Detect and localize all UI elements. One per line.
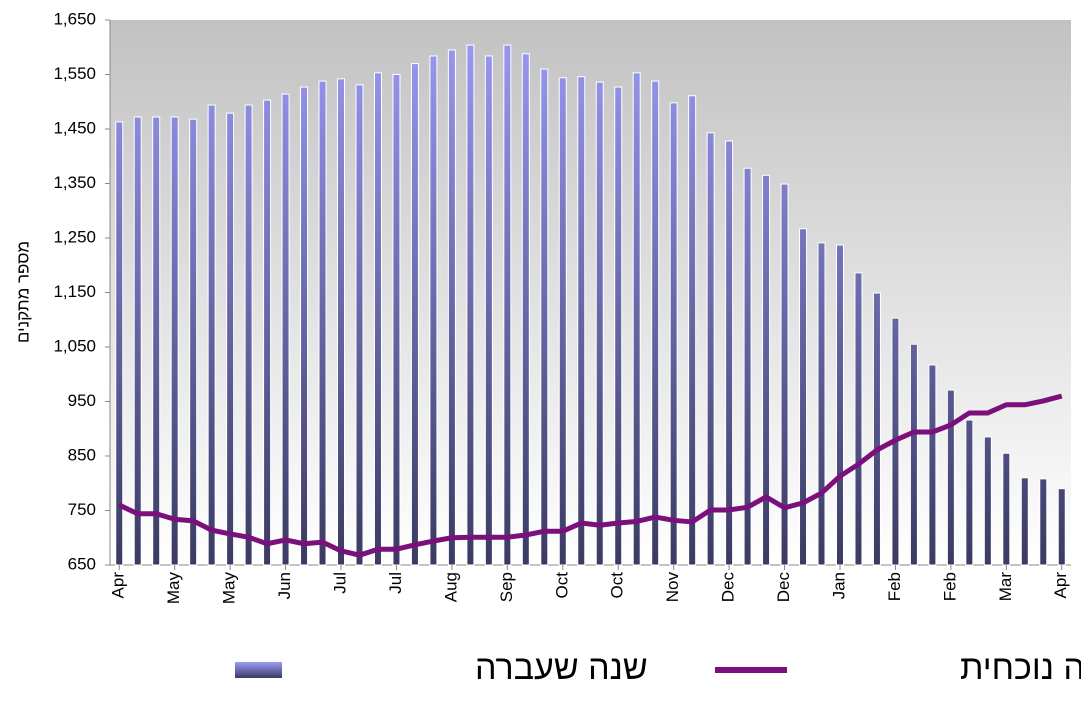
x-tick-label: Aug xyxy=(441,572,460,602)
bar xyxy=(189,118,198,566)
bar xyxy=(595,81,604,566)
bar xyxy=(909,343,918,566)
bar xyxy=(743,167,752,566)
bar xyxy=(170,116,179,566)
x-tick-label: Dec xyxy=(774,572,793,603)
x-tick-label: Feb xyxy=(885,572,904,601)
x-tick-label: Nov xyxy=(663,572,682,603)
bar xyxy=(152,116,161,566)
bar xyxy=(540,68,549,566)
y-tick-label: 1,450 xyxy=(53,118,96,137)
x-tick-label: Dec xyxy=(719,572,738,603)
bar xyxy=(521,53,530,566)
bar xyxy=(558,77,567,566)
bar xyxy=(484,55,493,566)
x-tick-label: Mar xyxy=(996,572,1015,602)
x-tick-label: May xyxy=(164,572,183,605)
y-tick-label: 1,350 xyxy=(53,173,96,192)
y-tick-label: 1,550 xyxy=(53,64,96,83)
bar xyxy=(207,104,216,566)
x-tick-label: Apr xyxy=(1051,572,1070,599)
bar xyxy=(577,76,586,566)
bar xyxy=(466,44,475,566)
x-tick-label: Jul xyxy=(330,572,349,594)
bar xyxy=(835,244,844,566)
bar xyxy=(318,80,327,566)
bar xyxy=(725,140,734,566)
x-tick-label: Apr xyxy=(109,572,128,599)
bar xyxy=(1002,452,1011,566)
x-tick-label: Oct xyxy=(608,572,627,599)
bar xyxy=(447,49,456,566)
x-tick-label: Jun xyxy=(275,572,294,599)
bar xyxy=(373,72,382,566)
x-tick-label: Jan xyxy=(829,572,848,599)
bar xyxy=(965,419,974,566)
bar xyxy=(651,80,660,566)
bar xyxy=(928,364,937,566)
bar xyxy=(300,86,309,566)
bar xyxy=(762,174,771,566)
bar xyxy=(392,74,401,566)
bar xyxy=(632,72,641,566)
bar xyxy=(946,389,955,566)
bar xyxy=(1020,477,1029,566)
bar xyxy=(1057,488,1066,566)
y-tick-label: 1,150 xyxy=(53,282,96,301)
y-tick-label: 1,250 xyxy=(53,227,96,246)
line xyxy=(118,393,1063,558)
y-axis-label: מספר מתקנים xyxy=(13,241,32,343)
y-tick-label: 750 xyxy=(68,500,96,519)
bar xyxy=(337,78,346,566)
y-tick-label: 950 xyxy=(68,391,96,410)
bar xyxy=(244,104,253,566)
bar xyxy=(706,132,715,566)
bar xyxy=(281,93,290,566)
x-tick-label: Feb xyxy=(940,572,959,601)
bar xyxy=(817,242,826,566)
bar xyxy=(799,228,808,566)
bar xyxy=(669,102,678,566)
bar xyxy=(688,95,697,566)
bar xyxy=(854,272,863,566)
bar xyxy=(614,86,623,566)
bar xyxy=(1039,478,1048,566)
legend-swatch xyxy=(235,662,282,678)
y-tick-label: 1,050 xyxy=(53,336,96,355)
y-tick-label: 850 xyxy=(68,445,96,464)
bar xyxy=(133,116,142,566)
x-tick-label: Oct xyxy=(552,572,571,599)
bar xyxy=(503,44,512,566)
legend-label: שנה נוכחית xyxy=(960,649,1081,687)
legend-label: שנה שעברה xyxy=(475,649,648,687)
plot-area xyxy=(110,20,1071,565)
bar xyxy=(872,292,881,566)
bar xyxy=(355,84,364,566)
bar xyxy=(983,436,992,566)
bar xyxy=(410,63,419,566)
bar xyxy=(429,55,438,566)
y-tick-label: 1,650 xyxy=(53,9,96,28)
bar xyxy=(115,121,124,566)
x-tick-label: Jul xyxy=(386,572,405,594)
bar xyxy=(263,99,272,566)
x-tick-label: Sep xyxy=(497,572,516,602)
bar xyxy=(226,112,235,566)
x-tick-label: May xyxy=(220,572,239,605)
y-tick-label: 650 xyxy=(68,554,96,573)
